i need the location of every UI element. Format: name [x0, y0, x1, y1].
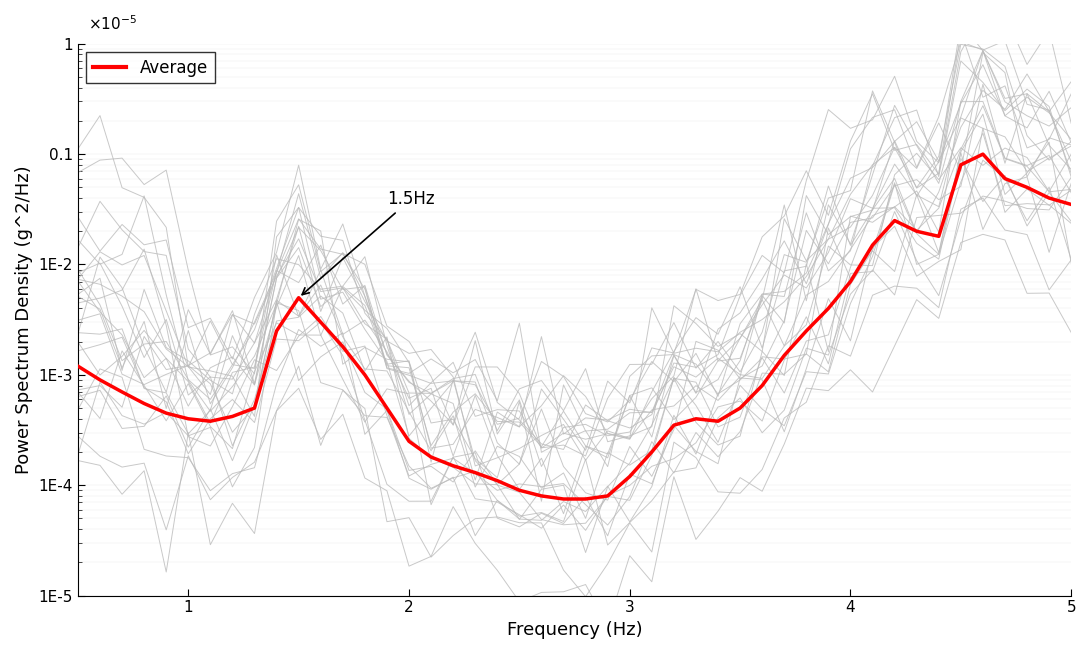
Average	[733, 404, 746, 412]
Average	[424, 453, 437, 461]
Average	[182, 415, 195, 422]
Average	[358, 371, 371, 379]
Average	[491, 477, 504, 485]
Average	[1020, 183, 1033, 191]
Average	[866, 241, 879, 249]
Average	[336, 343, 349, 351]
Average	[601, 492, 614, 500]
Text: $\times10^{-5}$: $\times10^{-5}$	[88, 14, 136, 33]
Average	[1065, 201, 1078, 209]
Average	[558, 495, 571, 503]
Average	[711, 417, 724, 425]
Average	[292, 294, 305, 301]
Average	[822, 305, 835, 313]
Average	[469, 469, 482, 477]
Average	[1043, 194, 1056, 202]
Average	[888, 216, 901, 224]
Average	[116, 388, 129, 396]
Average	[645, 448, 658, 456]
Legend: Average: Average	[86, 52, 215, 84]
Average	[932, 232, 945, 240]
Average	[159, 409, 172, 417]
Average	[778, 351, 791, 359]
Average	[204, 417, 217, 425]
Average	[381, 404, 394, 412]
Average	[314, 318, 327, 326]
Average	[579, 495, 592, 503]
Average	[976, 150, 990, 158]
Average	[800, 327, 813, 335]
Line: Average: Average	[77, 154, 1071, 499]
Average	[446, 462, 459, 470]
Average	[623, 473, 636, 481]
Text: 1.5Hz: 1.5Hz	[302, 190, 434, 295]
Average	[756, 382, 769, 390]
Average	[513, 487, 526, 494]
Average	[690, 415, 703, 422]
Average	[137, 400, 151, 407]
Average	[910, 228, 923, 235]
Average	[668, 421, 681, 429]
Average	[248, 404, 261, 412]
Average	[535, 492, 548, 500]
Average	[271, 327, 284, 335]
Average	[955, 161, 968, 169]
X-axis label: Frequency (Hz): Frequency (Hz)	[506, 621, 643, 639]
Average	[403, 438, 416, 445]
Y-axis label: Power Spectrum Density (g^2/Hz): Power Spectrum Density (g^2/Hz)	[15, 165, 33, 474]
Average	[94, 376, 107, 384]
Average	[226, 413, 239, 421]
Average	[844, 278, 858, 286]
Average	[71, 362, 84, 370]
Average	[998, 175, 1011, 182]
